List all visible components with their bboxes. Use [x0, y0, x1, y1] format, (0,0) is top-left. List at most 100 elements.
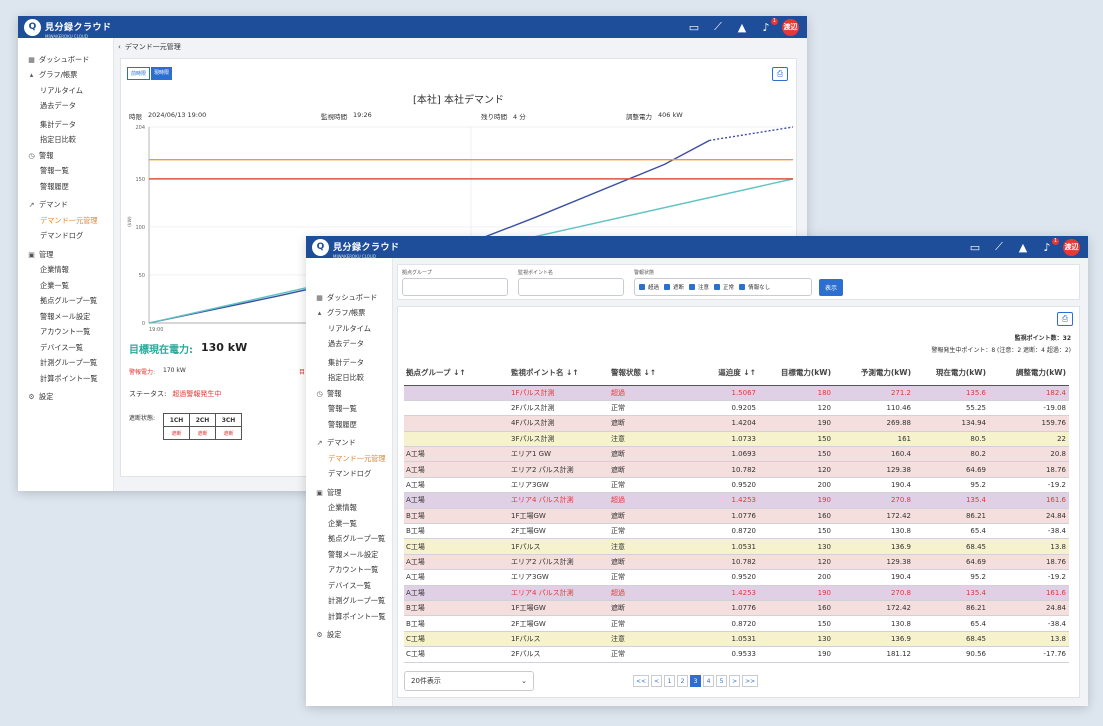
sidebar-item[interactable]: リアルタイム: [306, 321, 392, 337]
sidebar-item[interactable]: 警報メール設定: [306, 547, 392, 563]
sidebar-item[interactable]: ▣ 管理: [306, 485, 392, 501]
toggle-current[interactable]: 現時限: [151, 67, 173, 80]
table-row[interactable]: A工場 エリア2 パルス計測 遮断 10.782 120 129.38 64.69 18.76: [404, 554, 1069, 571]
sidebar-item[interactable]: 企業一覧: [306, 516, 392, 532]
table-row[interactable]: A工場 エリア3GW 正常 0.9520 200 190.4 95.2 -19.2: [404, 569, 1069, 586]
sidebar-item[interactable]: 企業情報: [306, 501, 392, 517]
per-page-select[interactable]: 20件表示 ⌄: [404, 671, 534, 691]
chart-line-icon[interactable]: ⟋: [714, 20, 722, 33]
sidebar-item[interactable]: 集計データ: [18, 117, 113, 133]
page-button[interactable]: 5: [716, 675, 728, 687]
col-ratio[interactable]: 逼迫度 ↓↑: [684, 361, 759, 386]
sidebar-item[interactable]: リアルタイム: [18, 83, 113, 99]
col-group[interactable]: 拠点グループ ↓↑: [404, 361, 509, 386]
sidebar-item[interactable]: 警報メール設定: [18, 309, 113, 325]
period-toggle[interactable]: 前時限 現時限: [127, 67, 173, 80]
page-button[interactable]: 1: [664, 675, 676, 687]
sidebar-item[interactable]: 拠点グループ一覧: [306, 532, 392, 548]
sidebar-item[interactable]: デマンド一元管理: [18, 213, 113, 229]
table-row[interactable]: C工場 1Fパルス 注意 1.0531 130 136.9 68.45 13.8: [404, 538, 1069, 555]
sidebar-item[interactable]: デマンド一元管理: [306, 451, 392, 467]
warning-icon[interactable]: ▲: [737, 20, 747, 34]
bell-icon[interactable]: ♪ 1: [1043, 237, 1059, 254]
user-avatar[interactable]: 渡辺: [1063, 238, 1080, 256]
sidebar-item[interactable]: 指定日比較: [18, 133, 113, 149]
table-row[interactable]: B工場 2F工場GW 正常 0.8720 150 130.8 65.4 -38.4: [404, 523, 1069, 540]
col-point[interactable]: 監視ポイント名 ↓↑: [509, 361, 609, 386]
sidebar-item[interactable]: アカウント一覧: [18, 325, 113, 341]
sidebar-item[interactable]: アカウント一覧: [306, 563, 392, 579]
sidebar-item[interactable]: 警報履歴: [18, 179, 113, 195]
sidebar-item[interactable]: ▴ グラフ/帳票: [18, 68, 113, 84]
sidebar-item[interactable]: ▣ 管理: [18, 247, 113, 263]
table-row[interactable]: 2Fパルス計測 正常 0.9205 120 110.46 55.25 -19.08: [404, 400, 1069, 417]
point-filter-input[interactable]: [518, 278, 624, 296]
sidebar-item[interactable]: 集計データ: [306, 355, 392, 371]
checkbox-no-info[interactable]: 情報なし: [739, 283, 770, 291]
export-icon[interactable]: ⎙: [772, 67, 788, 81]
sidebar-item[interactable]: ◷ 警報: [18, 148, 113, 164]
sidebar-item[interactable]: ↗ デマンド: [18, 198, 113, 214]
sidebar-item[interactable]: デバイス一覧: [306, 578, 392, 594]
sidebar-item[interactable]: 過去データ: [18, 99, 113, 115]
table-row[interactable]: A工場 エリア4 パルス計測 超過 1.4253 190 270.8 135.4 161.6: [404, 492, 1069, 509]
chart-line-icon[interactable]: ⟋: [995, 240, 1003, 253]
battery-icon[interactable]: ▭: [969, 240, 981, 254]
sidebar-item[interactable]: 警報履歴: [306, 417, 392, 433]
warning-icon[interactable]: ▲: [1018, 240, 1028, 254]
table-row[interactable]: B工場 1F工場GW 遮断 1.0776 160 172.42 86.21 24.84: [404, 508, 1069, 525]
table-row[interactable]: B工場 2F工場GW 正常 0.8720 150 130.8 65.4 -38.4: [404, 615, 1069, 632]
table-row[interactable]: 1Fパルス計測 超過 1.5067 180 271.2 135.6 182.4: [404, 385, 1069, 401]
sidebar-item[interactable]: 計算ポイント一覧: [18, 371, 113, 387]
page-button[interactable]: <<: [633, 675, 650, 687]
table-row[interactable]: A工場 エリア4 パルス計測 超過 1.4253 190 270.8 135.4 161.6: [404, 585, 1069, 601]
sidebar-item[interactable]: デマンドログ: [18, 229, 113, 245]
sidebar-item[interactable]: 拠点グループ一覧: [18, 294, 113, 310]
sidebar-item[interactable]: ◷ 警報: [306, 386, 392, 402]
sidebar-item[interactable]: ▦ ダッシュボード: [18, 52, 113, 68]
sidebar-item[interactable]: 計算ポイント一覧: [306, 609, 392, 625]
page-button[interactable]: 3: [690, 675, 702, 687]
table-row[interactable]: C工場 2Fパルス 正常 0.9533 190 181.12 90.56 -17.76: [404, 646, 1069, 663]
col-state[interactable]: 警報状態 ↓↑: [609, 361, 684, 386]
checkbox-normal[interactable]: 正常: [714, 283, 734, 291]
sidebar-item[interactable]: 企業一覧: [18, 278, 113, 294]
table-row[interactable]: B工場 1F工場GW 遮断 1.0776 160 172.42 86.21 24.84: [404, 600, 1069, 617]
table-row[interactable]: 4Fパルス計測 遮断 1.4204 190 269.88 134.94 159.76: [404, 415, 1069, 432]
checkbox-exceed[interactable]: 超過: [639, 283, 659, 291]
page-button[interactable]: >>: [742, 675, 759, 687]
table-row[interactable]: 3Fパルス計測 注意 1.0733 150 161 80.5 22: [404, 431, 1069, 448]
sidebar-item[interactable]: デマンドログ: [306, 467, 392, 483]
sidebar-item[interactable]: ↗ デマンド: [306, 436, 392, 452]
sidebar-item[interactable]: 警報一覧: [306, 402, 392, 418]
battery-icon[interactable]: ▭: [688, 20, 700, 34]
toggle-previous[interactable]: 前時限: [127, 67, 151, 80]
sidebar-item[interactable]: デバイス一覧: [18, 340, 113, 356]
sidebar-item[interactable]: 計測グループ一覧: [18, 356, 113, 372]
table-row[interactable]: A工場 エリア3GW 正常 0.9520 200 190.4 95.2 -19.2: [404, 477, 1069, 494]
user-avatar[interactable]: 渡辺: [782, 18, 799, 36]
checkbox-caution[interactable]: 注意: [689, 283, 709, 291]
page-button[interactable]: 4: [703, 675, 715, 687]
page-button[interactable]: >: [729, 675, 741, 687]
sidebar-item[interactable]: ⚙ 設定: [18, 390, 113, 406]
app-logo[interactable]: Q 見分録クラウド MIWAKEROKU CLOUD: [306, 236, 400, 259]
sidebar-item[interactable]: 計測グループ一覧: [306, 594, 392, 610]
breadcrumb[interactable]: ‹ デマンド一元管理: [114, 38, 807, 55]
sidebar-item[interactable]: 過去データ: [306, 337, 392, 353]
sidebar-item[interactable]: 警報一覧: [18, 164, 113, 180]
group-filter-input[interactable]: [402, 278, 508, 296]
page-button[interactable]: <: [651, 675, 663, 687]
table-row[interactable]: C工場 1Fパルス 注意 1.0531 130 136.9 68.45 13.8: [404, 631, 1069, 648]
app-logo[interactable]: Q 見分録クラウド MIWAKEROKU CLOUD: [18, 16, 112, 39]
table-row[interactable]: A工場 エリア1 GW 遮断 1.0693 150 160.4 80.2 20.8: [404, 446, 1069, 463]
show-button[interactable]: 表示: [819, 279, 843, 296]
checkbox-cutoff[interactable]: 遮断: [664, 283, 684, 291]
sidebar-item[interactable]: ⚙ 設定: [306, 628, 392, 644]
sidebar-item[interactable]: 企業情報: [18, 263, 113, 279]
sidebar-item[interactable]: 指定日比較: [306, 371, 392, 387]
bell-icon[interactable]: ♪ 1: [762, 17, 778, 34]
export-icon[interactable]: ⎙: [1057, 312, 1073, 326]
sidebar-item[interactable]: ▴ グラフ/帳票: [306, 306, 392, 322]
sidebar-item[interactable]: ▦ ダッシュボード: [306, 290, 392, 306]
